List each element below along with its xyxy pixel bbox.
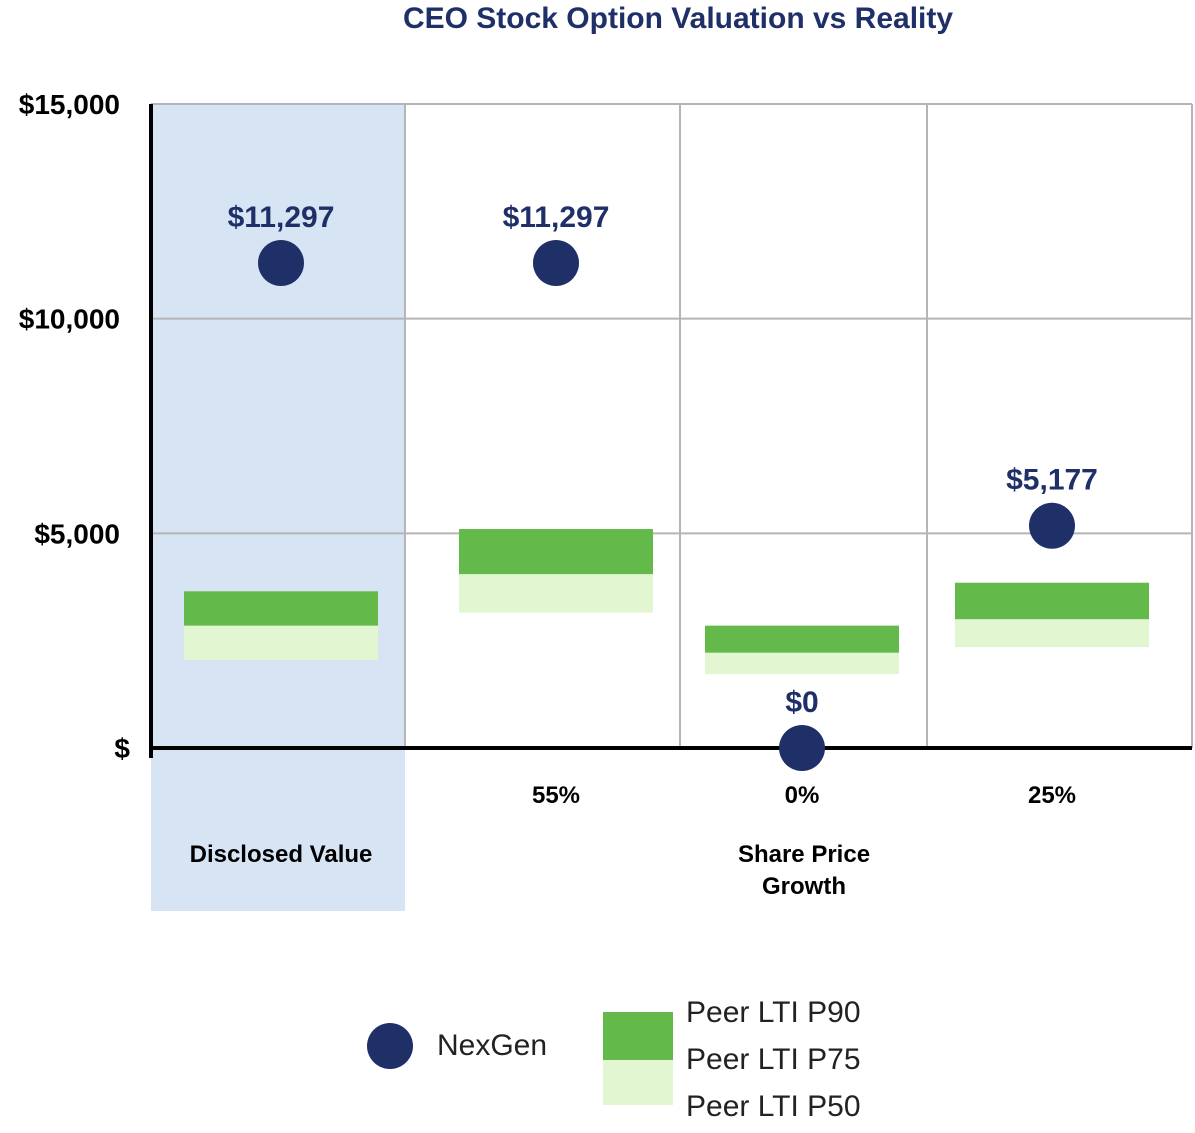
legend-p90-label: Peer LTI P90 xyxy=(686,996,861,1029)
band-p75-p90 xyxy=(459,529,653,575)
data-label: $0 xyxy=(785,686,818,719)
legend-p90-swatch xyxy=(603,1012,673,1060)
data-label: $11,297 xyxy=(503,201,610,234)
y-tick-label: $5,000 xyxy=(34,518,120,549)
data-label: $5,177 xyxy=(1006,464,1098,497)
band-p75-p90 xyxy=(955,582,1149,620)
y-tick-label: $ xyxy=(114,733,130,764)
legend-p50-label: Peer LTI P50 xyxy=(686,1090,861,1123)
highlight-column xyxy=(151,104,405,911)
legend-p50-swatch xyxy=(603,1060,673,1105)
band-p50-p75 xyxy=(955,619,1149,648)
x-tick-label: 55% xyxy=(532,782,580,809)
band-p75-p90 xyxy=(184,591,378,626)
nexgen-point xyxy=(779,725,825,771)
chart-title: CEO Stock Option Valuation vs Reality xyxy=(403,2,953,35)
y-tick-label: $15,000 xyxy=(19,89,120,120)
x-tick-label: 25% xyxy=(1028,782,1076,809)
x-tick-label: 0% xyxy=(785,782,820,809)
nexgen-point xyxy=(1029,502,1075,549)
legend-p75-label: Peer LTI P75 xyxy=(686,1043,861,1076)
band-p50-p75 xyxy=(705,652,899,675)
nexgen-point xyxy=(533,239,579,286)
x-axis-title: Share Price Growth xyxy=(738,841,870,900)
band-p50-p75 xyxy=(184,625,378,660)
legend-nexgen-marker xyxy=(367,1023,413,1069)
data-label: $11,297 xyxy=(228,201,335,234)
legend-nexgen-label: NexGen xyxy=(437,1029,547,1062)
y-tick-label: $10,000 xyxy=(19,304,120,335)
legend: NexGen Peer LTI P90 Peer LTI P75 Peer LT… xyxy=(367,996,861,1123)
band-p50-p75 xyxy=(459,574,653,613)
category-label-highlight: Disclosed Value xyxy=(190,841,373,868)
band-p75-p90 xyxy=(705,625,899,653)
nexgen-point xyxy=(258,239,304,286)
